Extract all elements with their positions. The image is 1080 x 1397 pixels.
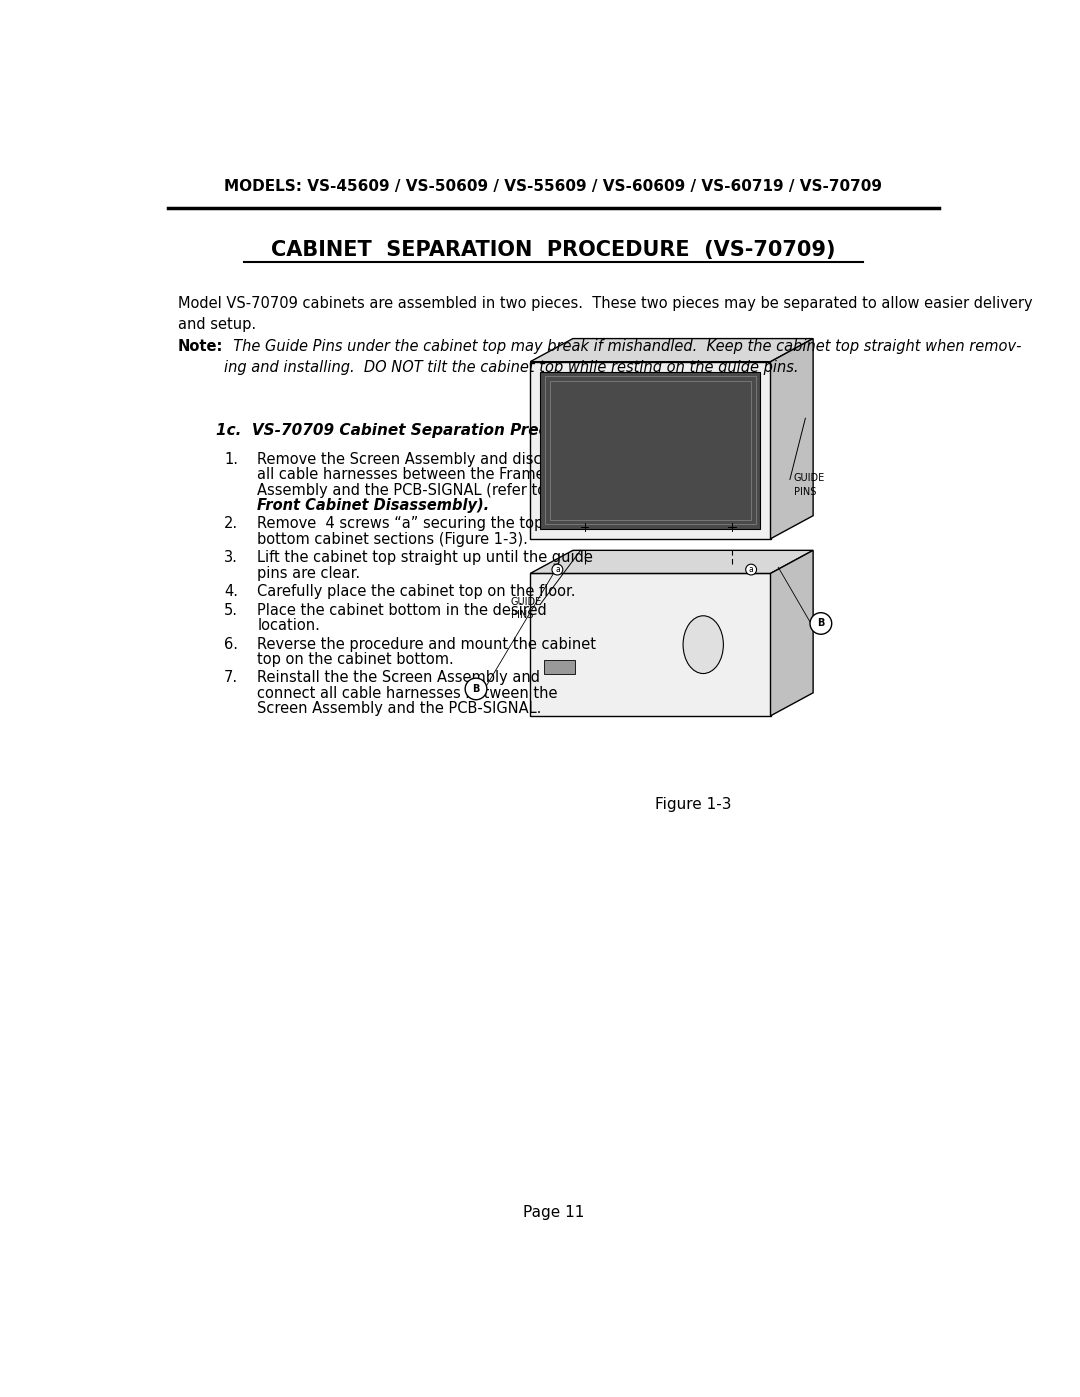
- Text: location.: location.: [257, 617, 321, 633]
- Text: Place the cabinet bottom in the desired: Place the cabinet bottom in the desired: [257, 602, 548, 617]
- Text: The Guide Pins under the cabinet top may break if mishandled.  Keep the cabinet : The Guide Pins under the cabinet top may…: [225, 338, 1022, 374]
- Text: 7.: 7.: [225, 671, 239, 686]
- Ellipse shape: [683, 616, 724, 673]
- Text: CABINET  SEPARATION  PROCEDURE  (VS-70709): CABINET SEPARATION PROCEDURE (VS-70709): [271, 240, 836, 260]
- Text: pins are clear.: pins are clear.: [257, 566, 361, 581]
- Text: B: B: [818, 619, 824, 629]
- Text: 3.: 3.: [225, 550, 238, 566]
- Text: MODELS: VS-45609 / VS-50609 / VS-55609 / VS-60609 / VS-60719 / VS-70709: MODELS: VS-45609 / VS-50609 / VS-55609 /…: [225, 179, 882, 194]
- Text: PINS: PINS: [794, 488, 816, 497]
- Text: top on the cabinet bottom.: top on the cabinet bottom.: [257, 652, 455, 666]
- Polygon shape: [770, 338, 813, 539]
- Text: Lift the cabinet top straight up until the guide: Lift the cabinet top straight up until t…: [257, 550, 593, 566]
- Text: Front Cabinet Disassembly).: Front Cabinet Disassembly).: [257, 497, 489, 513]
- Text: Screen Assembly and the PCB-SIGNAL.: Screen Assembly and the PCB-SIGNAL.: [257, 701, 542, 717]
- Text: Assembly and the PCB-SIGNAL (refer to 1a.: Assembly and the PCB-SIGNAL (refer to 1a…: [257, 482, 575, 497]
- Polygon shape: [530, 338, 813, 362]
- Circle shape: [810, 613, 832, 634]
- Text: Page 11: Page 11: [523, 1206, 584, 1220]
- Text: a: a: [748, 564, 754, 574]
- Text: a: a: [555, 564, 559, 574]
- Text: Model VS-70709 cabinets are assembled in two pieces.  These two pieces may be se: Model VS-70709 cabinets are assembled in…: [177, 296, 1032, 332]
- Text: 4.: 4.: [225, 584, 238, 599]
- Text: 6.: 6.: [225, 637, 238, 651]
- Text: 5.: 5.: [225, 602, 238, 617]
- Text: GUIDE: GUIDE: [511, 597, 542, 606]
- Text: B: B: [472, 685, 480, 694]
- Text: Carefully place the cabinet top on the floor.: Carefully place the cabinet top on the f…: [257, 584, 576, 599]
- Text: Note:: Note:: [177, 338, 222, 353]
- Text: GUIDE: GUIDE: [794, 474, 825, 483]
- Text: Reverse the procedure and mount the cabinet: Reverse the procedure and mount the cabi…: [257, 637, 596, 651]
- Circle shape: [745, 564, 757, 576]
- Text: 2.: 2.: [225, 517, 239, 531]
- Text: all cable harnesses between the Frame: all cable harnesses between the Frame: [257, 467, 545, 482]
- Polygon shape: [530, 573, 770, 715]
- Polygon shape: [770, 550, 813, 715]
- Circle shape: [552, 564, 563, 576]
- Circle shape: [465, 678, 487, 700]
- Text: connect all cable harnesses between the: connect all cable harnesses between the: [257, 686, 558, 701]
- Polygon shape: [530, 362, 770, 539]
- Text: bottom cabinet sections (Figure 1-3).: bottom cabinet sections (Figure 1-3).: [257, 532, 528, 546]
- Text: Figure 1-3: Figure 1-3: [654, 796, 731, 812]
- Text: PINS: PINS: [511, 610, 534, 620]
- Text: Remove the Screen Assembly and disconnect: Remove the Screen Assembly and disconnec…: [257, 451, 592, 467]
- Text: Reinstall the the Screen Assembly and: Reinstall the the Screen Assembly and: [257, 671, 540, 686]
- Polygon shape: [540, 372, 760, 529]
- Text: Remove  4 screws “a” securing the top and: Remove 4 screws “a” securing the top and: [257, 517, 576, 531]
- Polygon shape: [530, 550, 813, 573]
- Text: 1c.  VS-70709 Cabinet Separation Precredure: 1c. VS-70709 Cabinet Separation Precredu…: [216, 423, 606, 439]
- Text: 1.: 1.: [225, 451, 238, 467]
- Polygon shape: [544, 661, 576, 673]
